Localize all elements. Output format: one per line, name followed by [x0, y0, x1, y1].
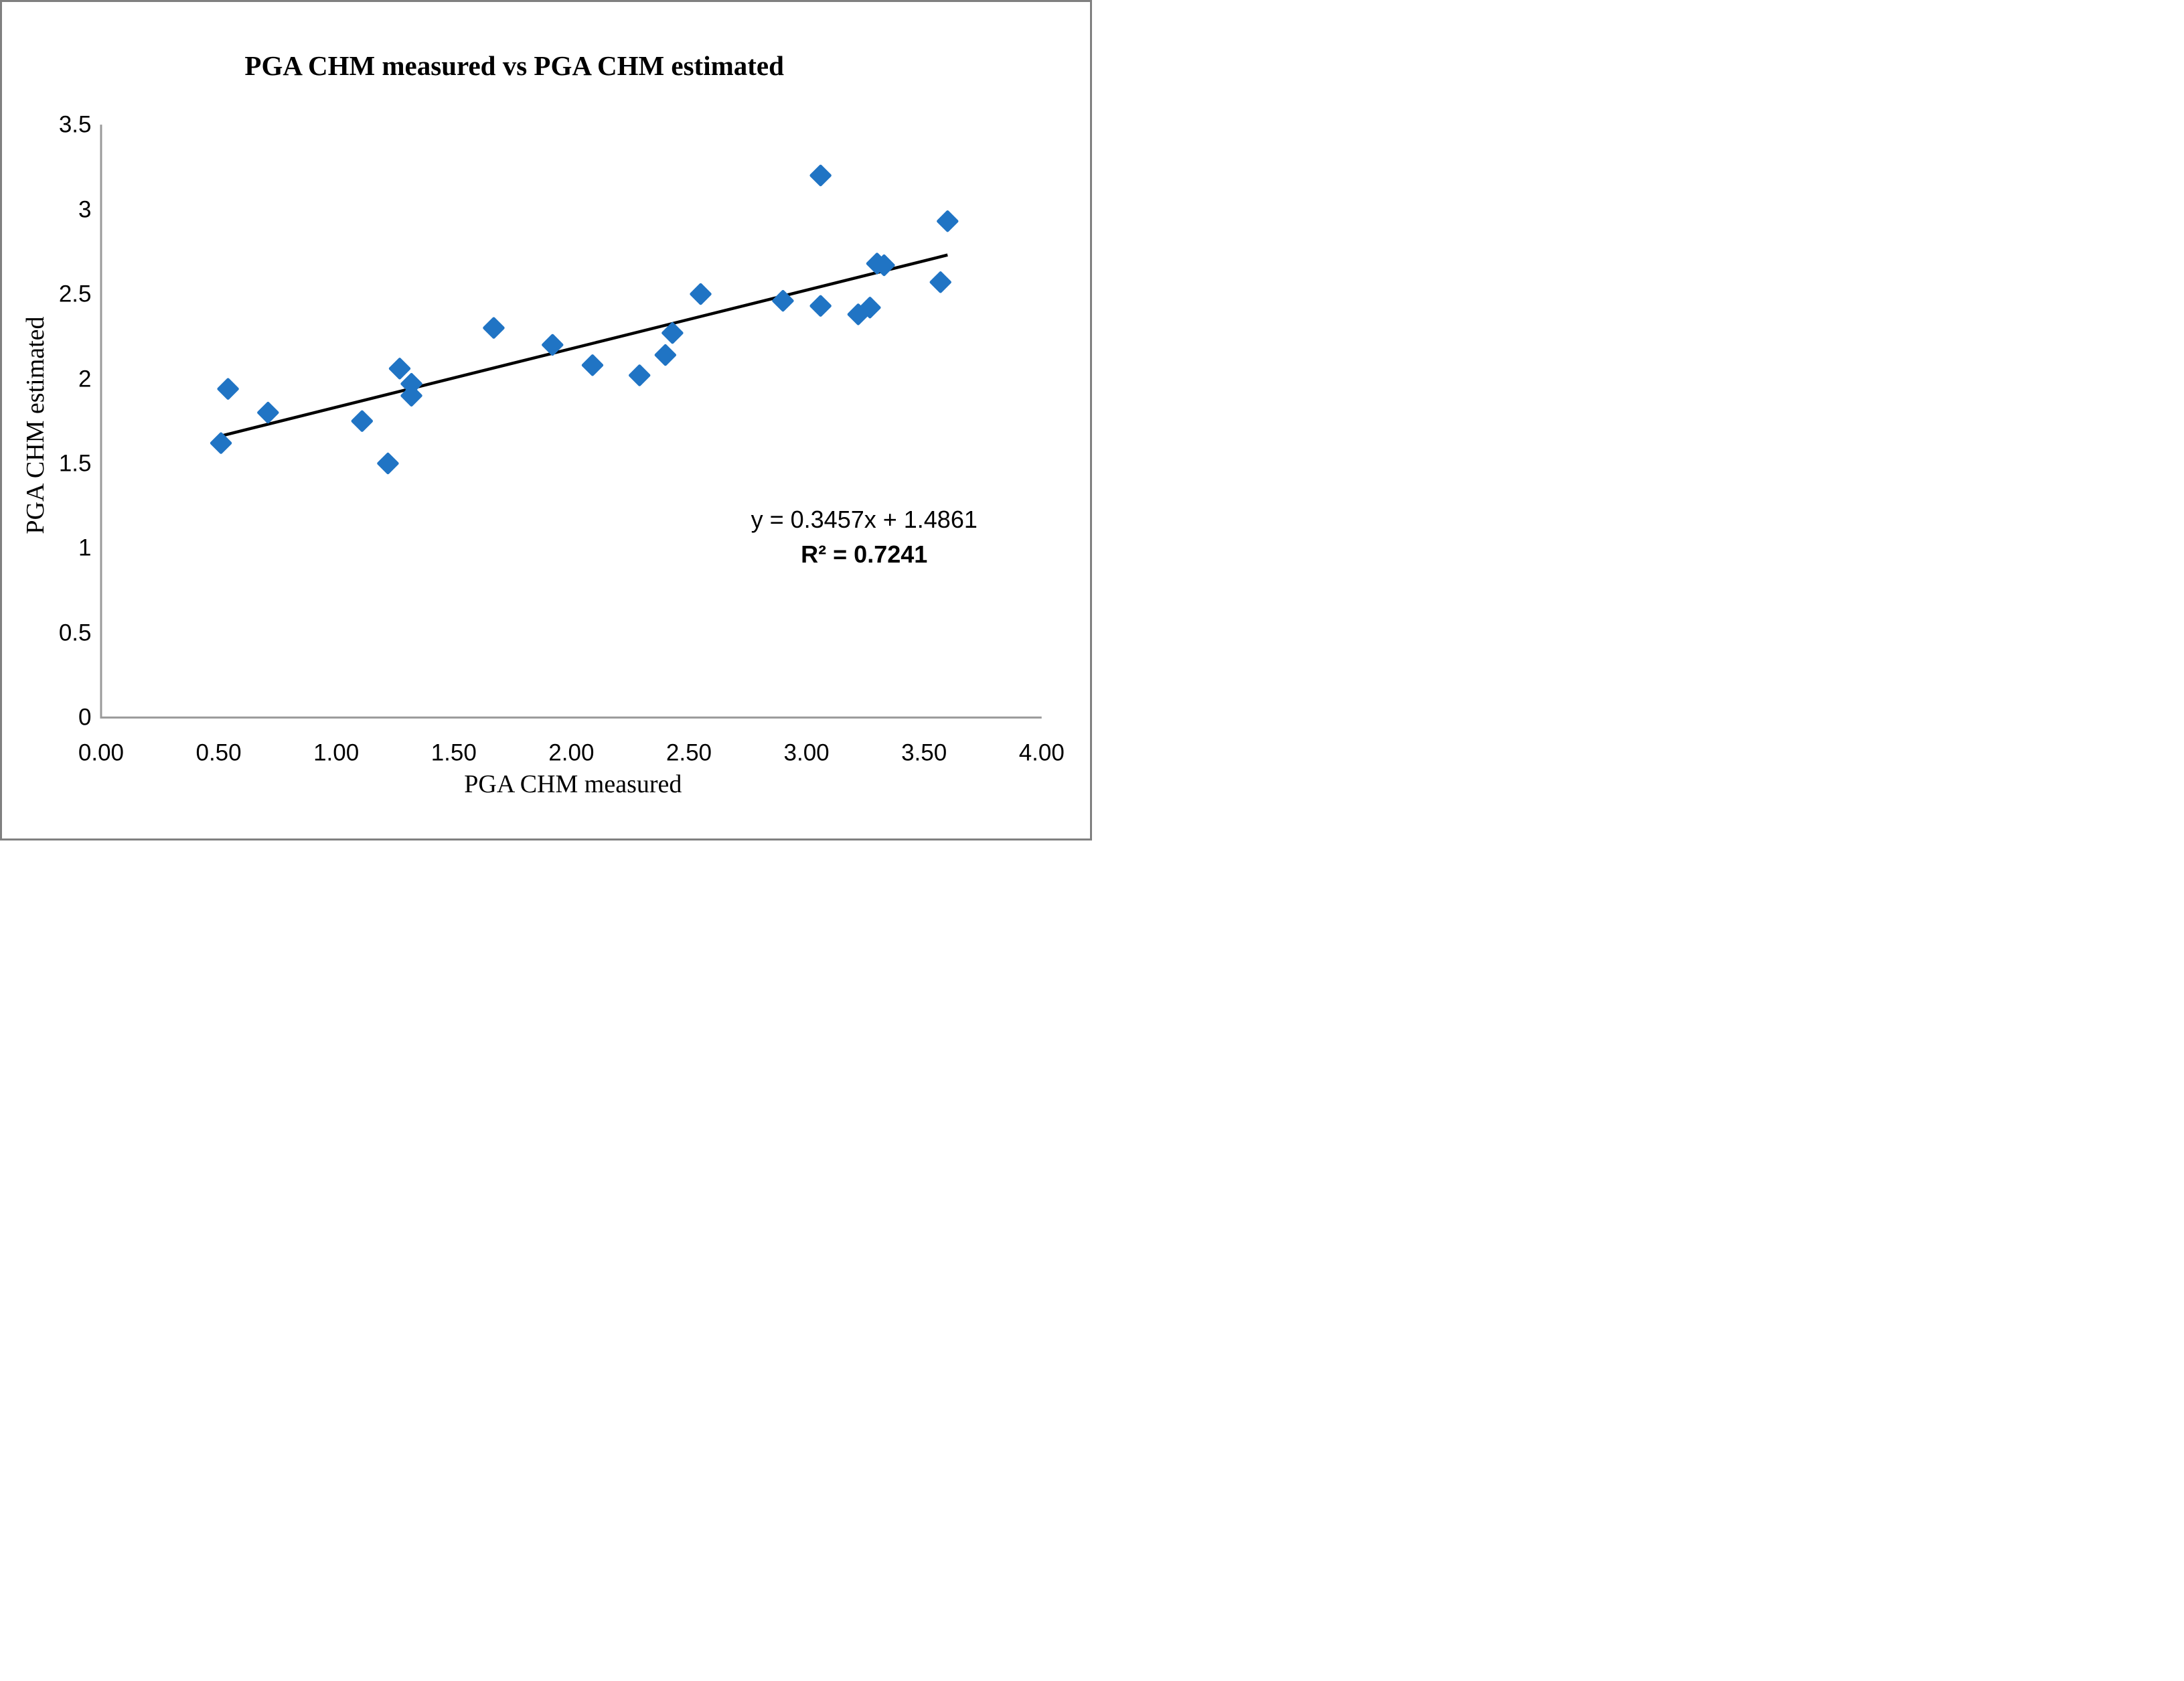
- y-axis-title: PGA CHM estimated: [21, 316, 50, 534]
- y-axis-tick-label: 3.5: [58, 111, 92, 138]
- data-point-marker: [217, 378, 239, 400]
- y-axis-tick-label: 2.5: [58, 281, 92, 307]
- x-axis-tick-label: 1.50: [431, 739, 477, 766]
- x-axis-tick-label: 3.00: [783, 739, 830, 766]
- data-point-marker: [581, 354, 604, 376]
- data-point-marker: [629, 364, 651, 386]
- x-axis-tick-label: 0.50: [196, 739, 242, 766]
- data-point-marker: [377, 452, 399, 475]
- x-axis-tick-label: 2.00: [548, 739, 595, 766]
- data-point-marker: [809, 164, 832, 187]
- data-point-marker: [859, 297, 881, 319]
- axis-lines: [100, 125, 1042, 719]
- trendline: [220, 253, 948, 438]
- y-axis-tick-label: 3: [78, 196, 92, 223]
- data-point-marker: [929, 271, 951, 293]
- x-axis-tick-label: 0.00: [78, 739, 125, 766]
- trendline-equation: y = 0.3457x + 1.4861: [751, 506, 978, 534]
- data-point-marker: [690, 283, 712, 305]
- data-point-marker: [210, 432, 232, 454]
- data-point-marker: [809, 295, 832, 317]
- scatter-chart: PGA CHM measured vs PGA CHM estimated PG…: [0, 0, 1092, 840]
- data-point-marker: [772, 289, 794, 312]
- trendline-annotation: y = 0.3457x + 1.4861 R² = 0.7241: [751, 502, 978, 572]
- data-point-marker: [937, 210, 959, 232]
- x-axis-tick-label: 2.50: [666, 739, 712, 766]
- data-point-marker: [400, 384, 422, 407]
- x-axis-title: PGA CHM measured: [464, 770, 682, 799]
- y-axis-tick-label: 2: [78, 366, 92, 392]
- x-axis-tick-label: 3.50: [901, 739, 947, 766]
- trendline-r-squared: R² = 0.7241: [801, 540, 928, 569]
- data-point-marker: [873, 254, 895, 277]
- y-axis-tick-label: 0.5: [58, 619, 92, 646]
- data-point-marker: [654, 344, 677, 366]
- y-axis-tick-label: 1: [78, 534, 92, 561]
- plot-area: [100, 125, 1042, 719]
- data-point-marker: [542, 334, 564, 356]
- x-axis-tick-label: 4.00: [1018, 739, 1065, 766]
- y-axis-tick-label: 1.5: [58, 450, 92, 477]
- data-point-marker: [388, 358, 411, 380]
- data-point-marker: [661, 322, 684, 344]
- y-axis-tick-label: 0: [78, 704, 92, 731]
- x-axis-tick-label: 1.00: [313, 739, 360, 766]
- chart-title: PGA CHM measured vs PGA CHM estimated: [244, 50, 784, 81]
- data-point-marker: [483, 317, 505, 339]
- data-point-marker: [257, 401, 279, 424]
- data-point-marker: [351, 410, 373, 432]
